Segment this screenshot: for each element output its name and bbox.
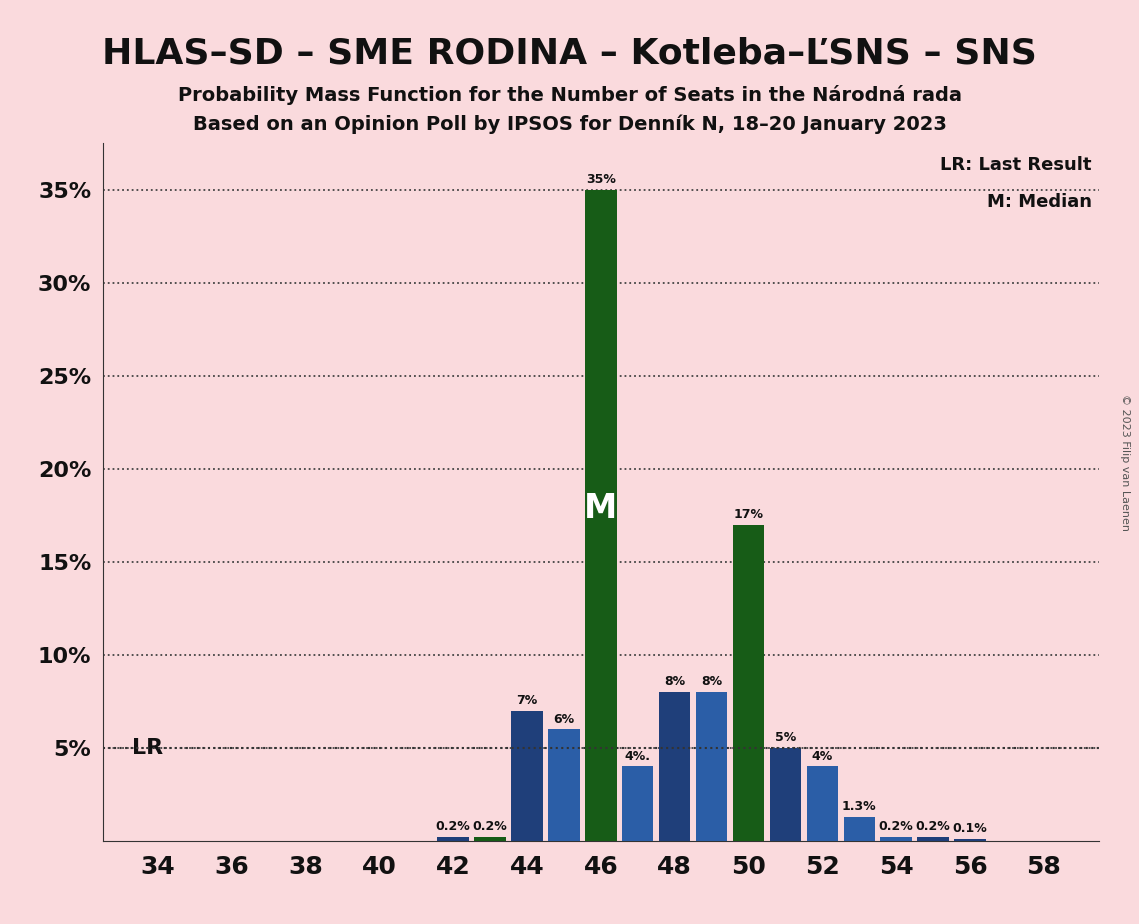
Text: © 2023 Filip van Laenen: © 2023 Filip van Laenen [1121, 394, 1130, 530]
Text: M: Median: M: Median [986, 193, 1092, 212]
Bar [732, 525, 764, 841]
Text: 0.2%: 0.2% [436, 821, 470, 833]
Text: 0.2%: 0.2% [916, 821, 950, 833]
Bar [548, 729, 580, 841]
Text: M: M [584, 492, 617, 525]
Text: 8%: 8% [700, 675, 722, 688]
Bar [954, 839, 985, 841]
Bar [511, 711, 542, 841]
Text: 0.2%: 0.2% [879, 821, 913, 833]
Text: HLAS–SD – SME RODINA – Kotleba–ĽSNS – SNS: HLAS–SD – SME RODINA – Kotleba–ĽSNS – SN… [103, 37, 1036, 71]
Text: LR: LR [132, 738, 163, 758]
Text: 4%: 4% [812, 749, 833, 762]
Text: 8%: 8% [664, 675, 686, 688]
Bar [622, 766, 654, 841]
Text: 0.1%: 0.1% [952, 822, 988, 835]
Text: LR: Last Result: LR: Last Result [941, 156, 1092, 175]
Bar [696, 692, 727, 841]
Bar [585, 189, 616, 841]
Text: 4%.: 4%. [624, 749, 650, 762]
Text: Probability Mass Function for the Number of Seats in the Národná rada: Probability Mass Function for the Number… [178, 85, 961, 105]
Bar [475, 837, 506, 841]
Text: 6%: 6% [554, 712, 574, 725]
Bar [917, 837, 949, 841]
Text: 17%: 17% [734, 508, 763, 521]
Text: 7%: 7% [516, 694, 538, 707]
Bar [880, 837, 912, 841]
Text: Based on an Opinion Poll by IPSOS for Denník N, 18–20 January 2023: Based on an Opinion Poll by IPSOS for De… [192, 115, 947, 134]
Text: 5%: 5% [775, 731, 796, 744]
Text: 35%: 35% [585, 173, 616, 186]
Bar [844, 817, 875, 841]
Bar [806, 766, 838, 841]
Bar [659, 692, 690, 841]
Text: 1.3%: 1.3% [842, 800, 877, 813]
Text: 0.2%: 0.2% [473, 821, 508, 833]
Bar [770, 748, 801, 841]
Bar [437, 837, 469, 841]
